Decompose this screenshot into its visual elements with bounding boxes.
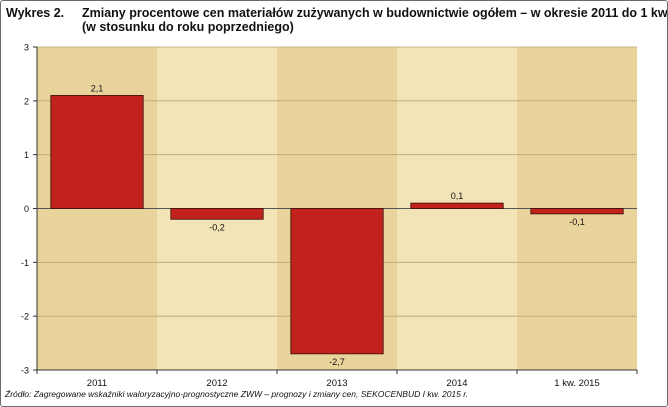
bar-2011: [50, 95, 144, 209]
y-tick-labels: -3 -2 -1 0 1 2 3: [21, 43, 29, 376]
data-label: 2,1: [91, 83, 104, 93]
source-note: Źródło: Zagregowane wskaźniki waloryzacy…: [5, 389, 469, 399]
x-tick-label: 2014: [446, 378, 467, 389]
y-tick-label: 3: [24, 43, 29, 53]
bar-2013: [290, 208, 384, 355]
title-line-1: Zmiany procentowe cen materiałów zużywan…: [82, 6, 668, 20]
bar-2014: [410, 202, 504, 209]
y-tick-label: 2: [24, 96, 29, 106]
y-tick-label: -3: [21, 366, 29, 376]
data-label: 0,1: [451, 191, 464, 201]
y-tick-label: 1: [24, 150, 29, 160]
x-tick-label: 2013: [326, 378, 347, 389]
bars: [50, 95, 624, 355]
data-label: -2,7: [329, 357, 345, 367]
data-label: -0,1: [569, 217, 585, 227]
bar-2012: [170, 208, 264, 220]
bar-1 kw. 2015: [530, 208, 624, 215]
x-tick-labels: 2011 2012 2013 2014 1 kw. 2015: [87, 378, 600, 389]
figure-label: Wykres 2.: [6, 6, 65, 20]
y-tick-label: -1: [21, 258, 29, 268]
x-tick-label: 2011: [87, 378, 107, 389]
x-tick-label: 1 kw. 2015: [554, 378, 599, 389]
y-tick-label: 0: [24, 204, 29, 214]
title-line-2: (w stosunku do roku poprzedniego): [82, 20, 294, 34]
y-tick-label: -2: [21, 312, 29, 322]
data-label: -0,2: [209, 222, 225, 232]
data-labels: 2,1 -0,2 -2,7 0,1 -0,1: [91, 83, 585, 366]
x-tick-label: 2012: [206, 378, 227, 389]
